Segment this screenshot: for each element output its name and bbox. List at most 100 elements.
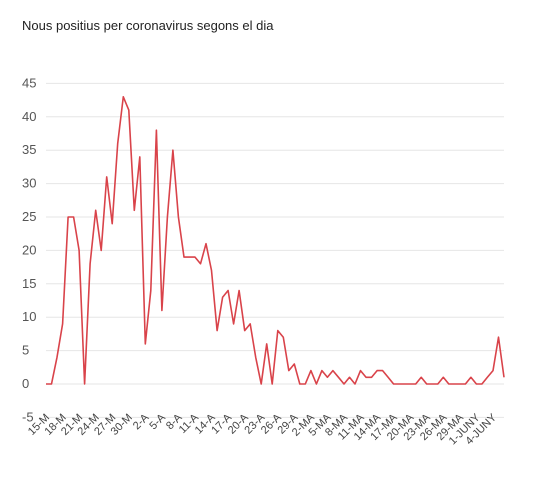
data-point xyxy=(419,375,423,379)
y-tick-label: 30 xyxy=(22,176,36,191)
data-point xyxy=(485,375,489,379)
data-point xyxy=(303,382,307,386)
data-point xyxy=(447,382,451,386)
data-point xyxy=(353,382,357,386)
data-point xyxy=(386,375,390,379)
y-tick-label: 25 xyxy=(22,209,36,224)
data-point xyxy=(463,382,467,386)
y-tick-label: 45 xyxy=(22,75,36,90)
data-point xyxy=(204,242,208,246)
data-point xyxy=(254,355,258,359)
data-point xyxy=(480,382,484,386)
data-point xyxy=(171,148,175,152)
series-line xyxy=(46,96,505,385)
data-point xyxy=(187,255,191,259)
data-point xyxy=(496,335,500,339)
data-point xyxy=(132,208,136,212)
data-point xyxy=(441,375,445,379)
data-point xyxy=(193,255,197,259)
data-point xyxy=(270,382,274,386)
data-point xyxy=(210,268,214,272)
data-point xyxy=(331,369,335,373)
data-point xyxy=(138,155,142,159)
y-tick-label: 15 xyxy=(22,276,36,291)
data-point xyxy=(237,288,241,292)
y-tick-label: 40 xyxy=(22,109,36,124)
data-point xyxy=(414,382,418,386)
chart-title: Nous positius per coronavirus segons el … xyxy=(22,18,274,33)
data-point xyxy=(149,288,153,292)
data-point xyxy=(325,375,329,379)
data-point xyxy=(99,248,103,252)
data-point xyxy=(425,382,429,386)
data-point xyxy=(44,382,48,386)
data-point xyxy=(94,208,98,212)
data-point xyxy=(221,295,225,299)
data-point xyxy=(502,375,506,379)
data-point xyxy=(298,382,302,386)
x-axis-ticks: 15-M18-M21-M24-M27-M30-M2-A5-A8-A11-A14-… xyxy=(26,411,500,447)
data-point xyxy=(77,248,81,252)
data-point xyxy=(408,382,412,386)
data-point xyxy=(61,322,65,326)
data-point xyxy=(314,382,318,386)
data-point xyxy=(215,329,219,333)
y-tick-label: 35 xyxy=(22,142,36,157)
data-point xyxy=(199,262,203,266)
data-point xyxy=(182,255,186,259)
data-point xyxy=(232,322,236,326)
data-point xyxy=(105,175,109,179)
data-point xyxy=(364,375,368,379)
data-point xyxy=(88,262,92,266)
data-point xyxy=(336,375,340,379)
data-point xyxy=(287,369,291,373)
data-point xyxy=(143,342,147,346)
data-point xyxy=(121,95,125,99)
data-point xyxy=(397,382,401,386)
data-point xyxy=(347,375,351,379)
data-point xyxy=(154,128,158,132)
data-point xyxy=(265,342,269,346)
y-tick-label: 5 xyxy=(22,343,29,358)
data-point xyxy=(452,382,456,386)
y-tick-label: 0 xyxy=(22,376,29,391)
data-point xyxy=(370,375,374,379)
data-point xyxy=(375,369,379,373)
data-point xyxy=(110,222,114,226)
data-point xyxy=(226,288,230,292)
data-point xyxy=(160,309,164,313)
data-point xyxy=(359,369,363,373)
gridlines xyxy=(46,82,504,418)
data-point xyxy=(320,369,324,373)
data-point xyxy=(309,369,313,373)
y-tick-label: -5 xyxy=(22,409,34,424)
data-point xyxy=(342,382,346,386)
y-axis-ticks: -5 0 5 10 15 20 25 30 35 40 45 xyxy=(22,75,36,424)
data-point xyxy=(392,382,396,386)
data-point xyxy=(281,335,285,339)
data-point xyxy=(66,215,70,219)
data-point xyxy=(458,382,462,386)
data-point xyxy=(83,382,87,386)
data-point xyxy=(430,382,434,386)
data-point xyxy=(403,382,407,386)
data-point xyxy=(55,355,59,359)
data-point xyxy=(72,215,76,219)
data-point xyxy=(243,329,247,333)
data-point xyxy=(276,329,280,333)
data-point xyxy=(469,375,473,379)
data-point xyxy=(292,362,296,366)
series-layer xyxy=(44,95,506,386)
data-point xyxy=(176,215,180,219)
data-point xyxy=(474,382,478,386)
y-tick-label: 20 xyxy=(22,242,36,257)
data-point xyxy=(259,382,263,386)
y-tick-label: 10 xyxy=(22,309,36,324)
data-point xyxy=(248,322,252,326)
data-point xyxy=(436,382,440,386)
data-point xyxy=(127,108,131,112)
data-point xyxy=(116,142,120,146)
data-point xyxy=(381,369,385,373)
data-point xyxy=(165,215,169,219)
